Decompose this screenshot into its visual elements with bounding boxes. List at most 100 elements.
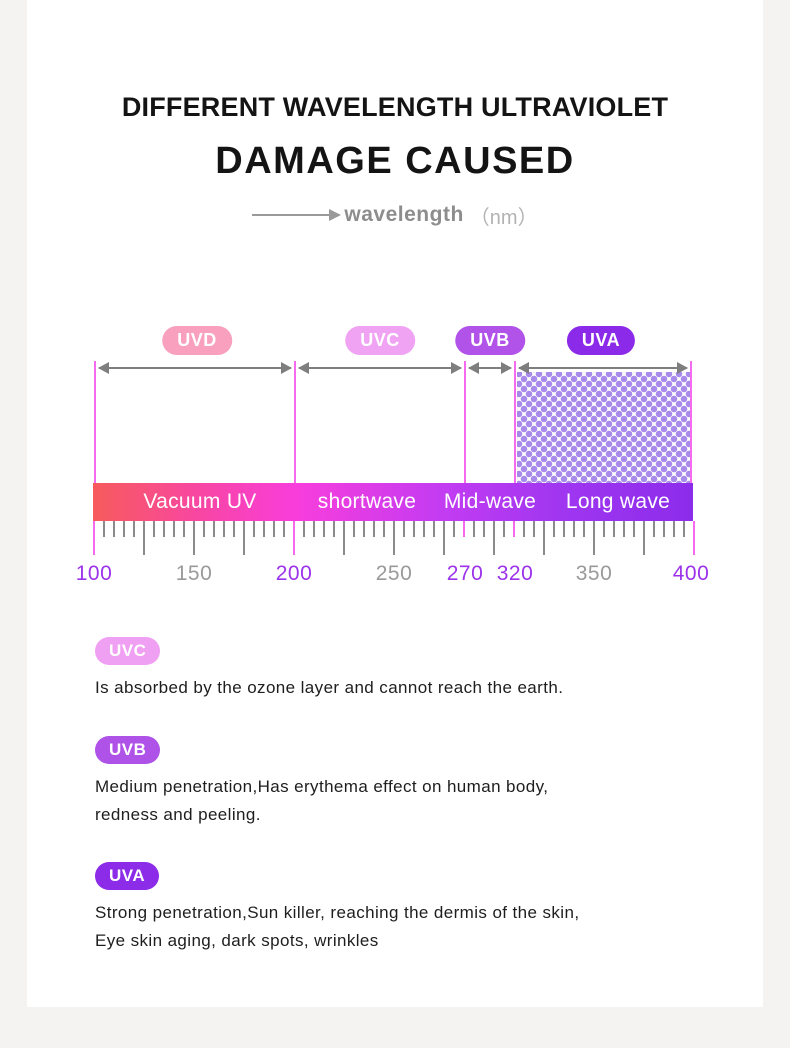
wavelength-unit: （nm） [469,206,538,229]
ruler-tick [473,521,475,537]
section-uvb: UVB Medium penetration,Has erythema effe… [95,736,715,829]
ruler-tick [103,521,105,537]
uva-dot-pattern [517,372,690,483]
axis-label-250: 250 [375,562,413,585]
uvc-description-line: Is absorbed by the ozone layer and canno… [95,678,564,697]
uvb-badge: UVB [95,736,161,764]
ruler-tick [583,521,585,537]
section-uvc: UVC Is absorbed by the ozone layer and c… [95,637,715,702]
uvb-description-line: redness and peeling. [95,805,261,824]
ruler-tick [143,521,145,555]
ruler-tick [643,521,645,555]
ruler-tick [493,521,495,555]
ruler-tick [603,521,605,537]
range-arrow-uva [518,362,688,374]
spectrum-gradient-bar [93,483,693,521]
ruler-tick [163,521,165,537]
ruler-tick [303,521,305,537]
boundary-line [514,361,516,483]
ruler-tick [333,521,335,537]
ruler-tick [523,521,525,537]
ruler-tick [243,521,245,555]
ruler-tick [503,521,505,537]
uva-description-line: Eye skin aging, dark spots, wrinkles [95,931,379,950]
band-badge-uvb: UVB [455,326,525,355]
axis-label-350: 350 [575,562,613,585]
ruler-tick [273,521,275,537]
ruler-tick [463,521,465,537]
ruler-tick [443,521,445,555]
uvb-description-line: Medium penetration,Has erythema effect o… [95,777,549,796]
wavelength-axis-caption: wavelength （nm） [0,202,790,229]
ruler-tick [173,521,175,537]
ruler-tick [383,521,385,537]
ruler-tick [253,521,255,537]
ruler-tick [453,521,455,537]
ruler-tick [93,521,95,555]
ruler-tick [613,521,615,537]
ruler-tick [593,521,595,555]
ruler-tick [113,521,115,537]
ruler-tick [123,521,125,537]
ruler-tick [263,521,265,537]
ruler-tick [573,521,575,537]
ruler-tick [413,521,415,537]
ruler-tick [483,521,485,537]
ruler-tick [633,521,635,537]
ruler-tick [653,521,655,537]
range-arrow-uvd [98,362,292,374]
boundary-line [294,361,296,483]
ruler-tick [183,521,185,537]
uva-description-line: Strong penetration,Sun killer, reaching … [95,903,580,922]
page-title-line1: DIFFERENT WAVELENGTH ULTRAVIOLET [121,92,669,122]
ruler-tick [663,521,665,537]
ruler-tick [553,521,555,537]
ruler-tick [393,521,395,555]
boundary-line [464,361,466,483]
ruler-tick [513,521,515,537]
band-badge-uva: UVA [566,326,636,355]
right-arrow-icon [252,209,342,221]
ruler-tick [223,521,225,537]
boundary-line [690,361,692,483]
ruler-tick [543,521,545,555]
range-arrow-uvb [468,362,512,374]
axis-label-100: 100 [75,562,113,585]
band-badge-uvc: UVC [345,326,415,355]
ruler-tick [313,521,315,537]
ruler-tick [153,521,155,537]
ruler-tick [533,521,535,537]
bar-label-shortwave: shortwave [317,490,417,513]
range-arrow-uvc [298,362,462,374]
ruler-tick [373,521,375,537]
section-uva: UVA Strong penetration,Sun killer, reach… [95,862,715,955]
ruler-tick [403,521,405,537]
ruler-tick [363,521,365,537]
ruler-tick [203,521,205,537]
axis-label-270: 270 [446,562,484,585]
ruler-tick [353,521,355,537]
band-badge-uvd: UVD [162,326,232,355]
ruler-tick [623,521,625,537]
bar-label-vacuum-uv: Vacuum UV [143,490,257,513]
axis-label-200: 200 [275,562,313,585]
ruler-tick [683,521,685,537]
wavelength-label: wavelength [344,203,464,226]
ruler-tick [323,521,325,537]
ruler-tick [433,521,435,537]
ruler-tick [293,521,295,555]
ruler-tick [423,521,425,537]
bar-label-long-wave: Long wave [565,490,671,513]
axis-label-150: 150 [175,562,213,585]
ruler-tick [283,521,285,537]
ruler-tick [193,521,195,555]
axis-label-400: 400 [672,562,710,585]
axis-label-320: 320 [496,562,534,585]
ruler-tick [233,521,235,537]
ruler-tick [343,521,345,555]
ruler-tick [563,521,565,537]
page-title-line2: DAMAGE CAUSED [215,140,575,182]
uva-badge: UVA [95,862,160,890]
ruler-tick [673,521,675,537]
